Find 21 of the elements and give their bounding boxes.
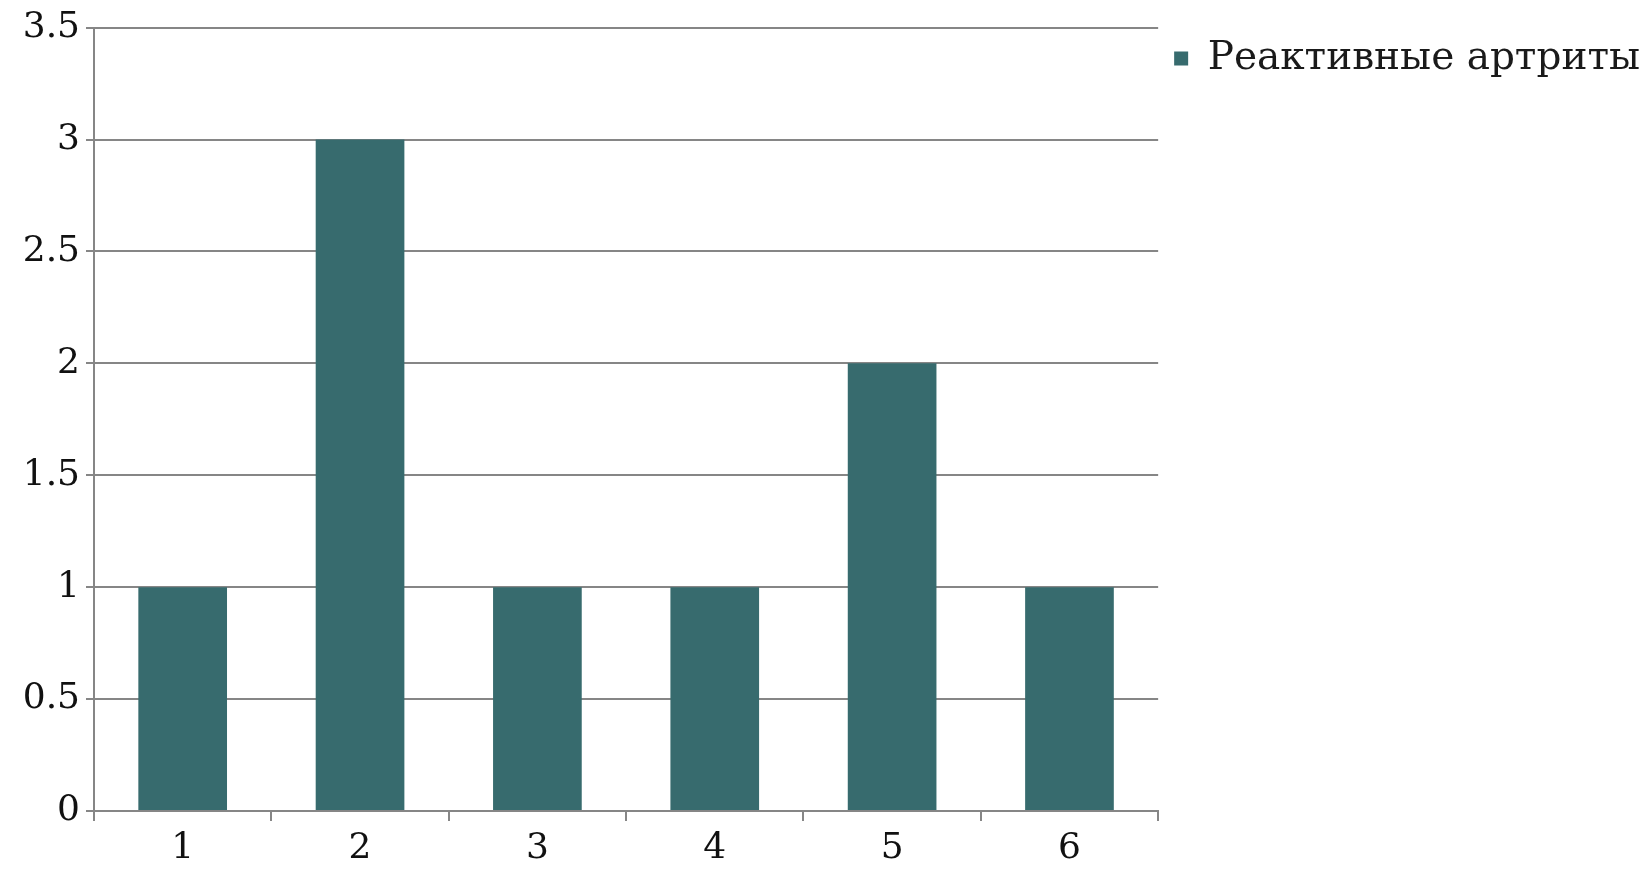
bar [847,363,937,810]
y-tick-label: 1 [57,563,80,605]
x-tick-label: 6 [1058,824,1081,866]
x-tick-label: 4 [703,824,727,866]
y-tick-label: 0 [57,787,80,829]
y-tick-label: 0.5 [22,675,80,717]
legend-label: Реактивные артриты [1207,32,1641,78]
bar [315,139,405,810]
x-tick-label: 3 [525,824,549,866]
bar [1025,587,1114,810]
y-tick-label: 2.5 [22,227,80,269]
x-tick-label: 5 [880,824,904,866]
y-tick-label: 1.5 [22,451,80,493]
bar [670,587,760,810]
y-tick-label: 2 [57,339,80,381]
x-tick-label: 1 [171,824,195,866]
y-tick-label: 3 [57,115,80,157]
x-tick-label: 2 [348,824,372,866]
y-tick-label: 3.5 [22,3,80,45]
bar [493,587,582,810]
bar [138,587,228,810]
